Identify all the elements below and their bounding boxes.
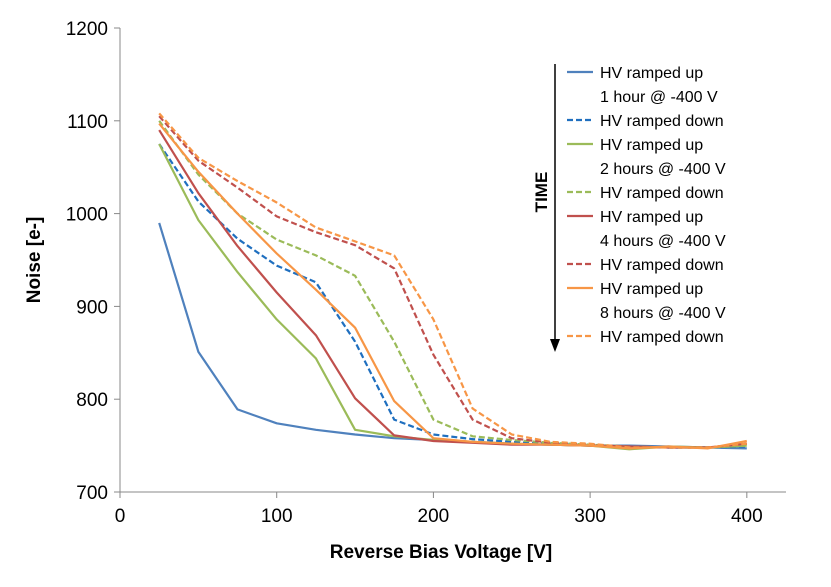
time-label: TIME [532, 172, 551, 213]
x-tick-label: 300 [574, 506, 606, 527]
y-tick-label: 800 [76, 390, 108, 411]
legend-label-1: HV ramped up [600, 65, 703, 82]
y-tick-label: 900 [76, 297, 108, 318]
y-tick-label: 700 [76, 483, 108, 504]
series-line-2 [158, 143, 747, 449]
series-layer [158, 112, 748, 451]
x-tick-label: 400 [731, 506, 763, 527]
time-annotation: TIME [532, 64, 560, 352]
legend-label-8: HV ramped down [600, 329, 724, 346]
x-tick-label: 100 [261, 506, 293, 527]
y-tick-label: 1100 [67, 112, 108, 133]
y-tick-label: 1200 [66, 19, 108, 40]
series-line-4 [158, 120, 747, 449]
legend-label-6: HV ramped down [600, 257, 724, 274]
y-axis-title: Noise [e-] [24, 217, 45, 304]
axes: 700 800 900 1000 1100 1200 0 100 200 300 400 Revers… [24, 19, 786, 563]
series-line-7 [158, 122, 748, 450]
legend-sublabel-7: 8 hours @ -400 V [600, 305, 726, 322]
time-arrow-head [550, 339, 560, 352]
x-tick-label: 0 [115, 506, 126, 527]
legend-sublabel-1: 1 hour @ -400 V [600, 89, 718, 106]
series-line-8 [158, 112, 747, 449]
legend-label-4: HV ramped down [600, 185, 724, 202]
legend-label-5: HV ramped up [600, 209, 703, 226]
legend-label-3: HV ramped up [600, 137, 703, 154]
legend: HV ramped up 1 hour @ -400 V HV ramped dow… [567, 65, 726, 346]
legend-label-7: HV ramped up [600, 281, 703, 298]
legend-label-2: HV ramped down [600, 113, 724, 130]
y-tick-label: 1000 [66, 205, 108, 226]
x-tick-label: 200 [418, 506, 450, 527]
legend-sublabel-3: 2 hours @ -400 V [600, 161, 726, 178]
legend-sublabel-5: 4 hours @ -400 V [600, 233, 726, 250]
x-axis-title: Reverse Bias Voltage [V] [330, 542, 552, 563]
